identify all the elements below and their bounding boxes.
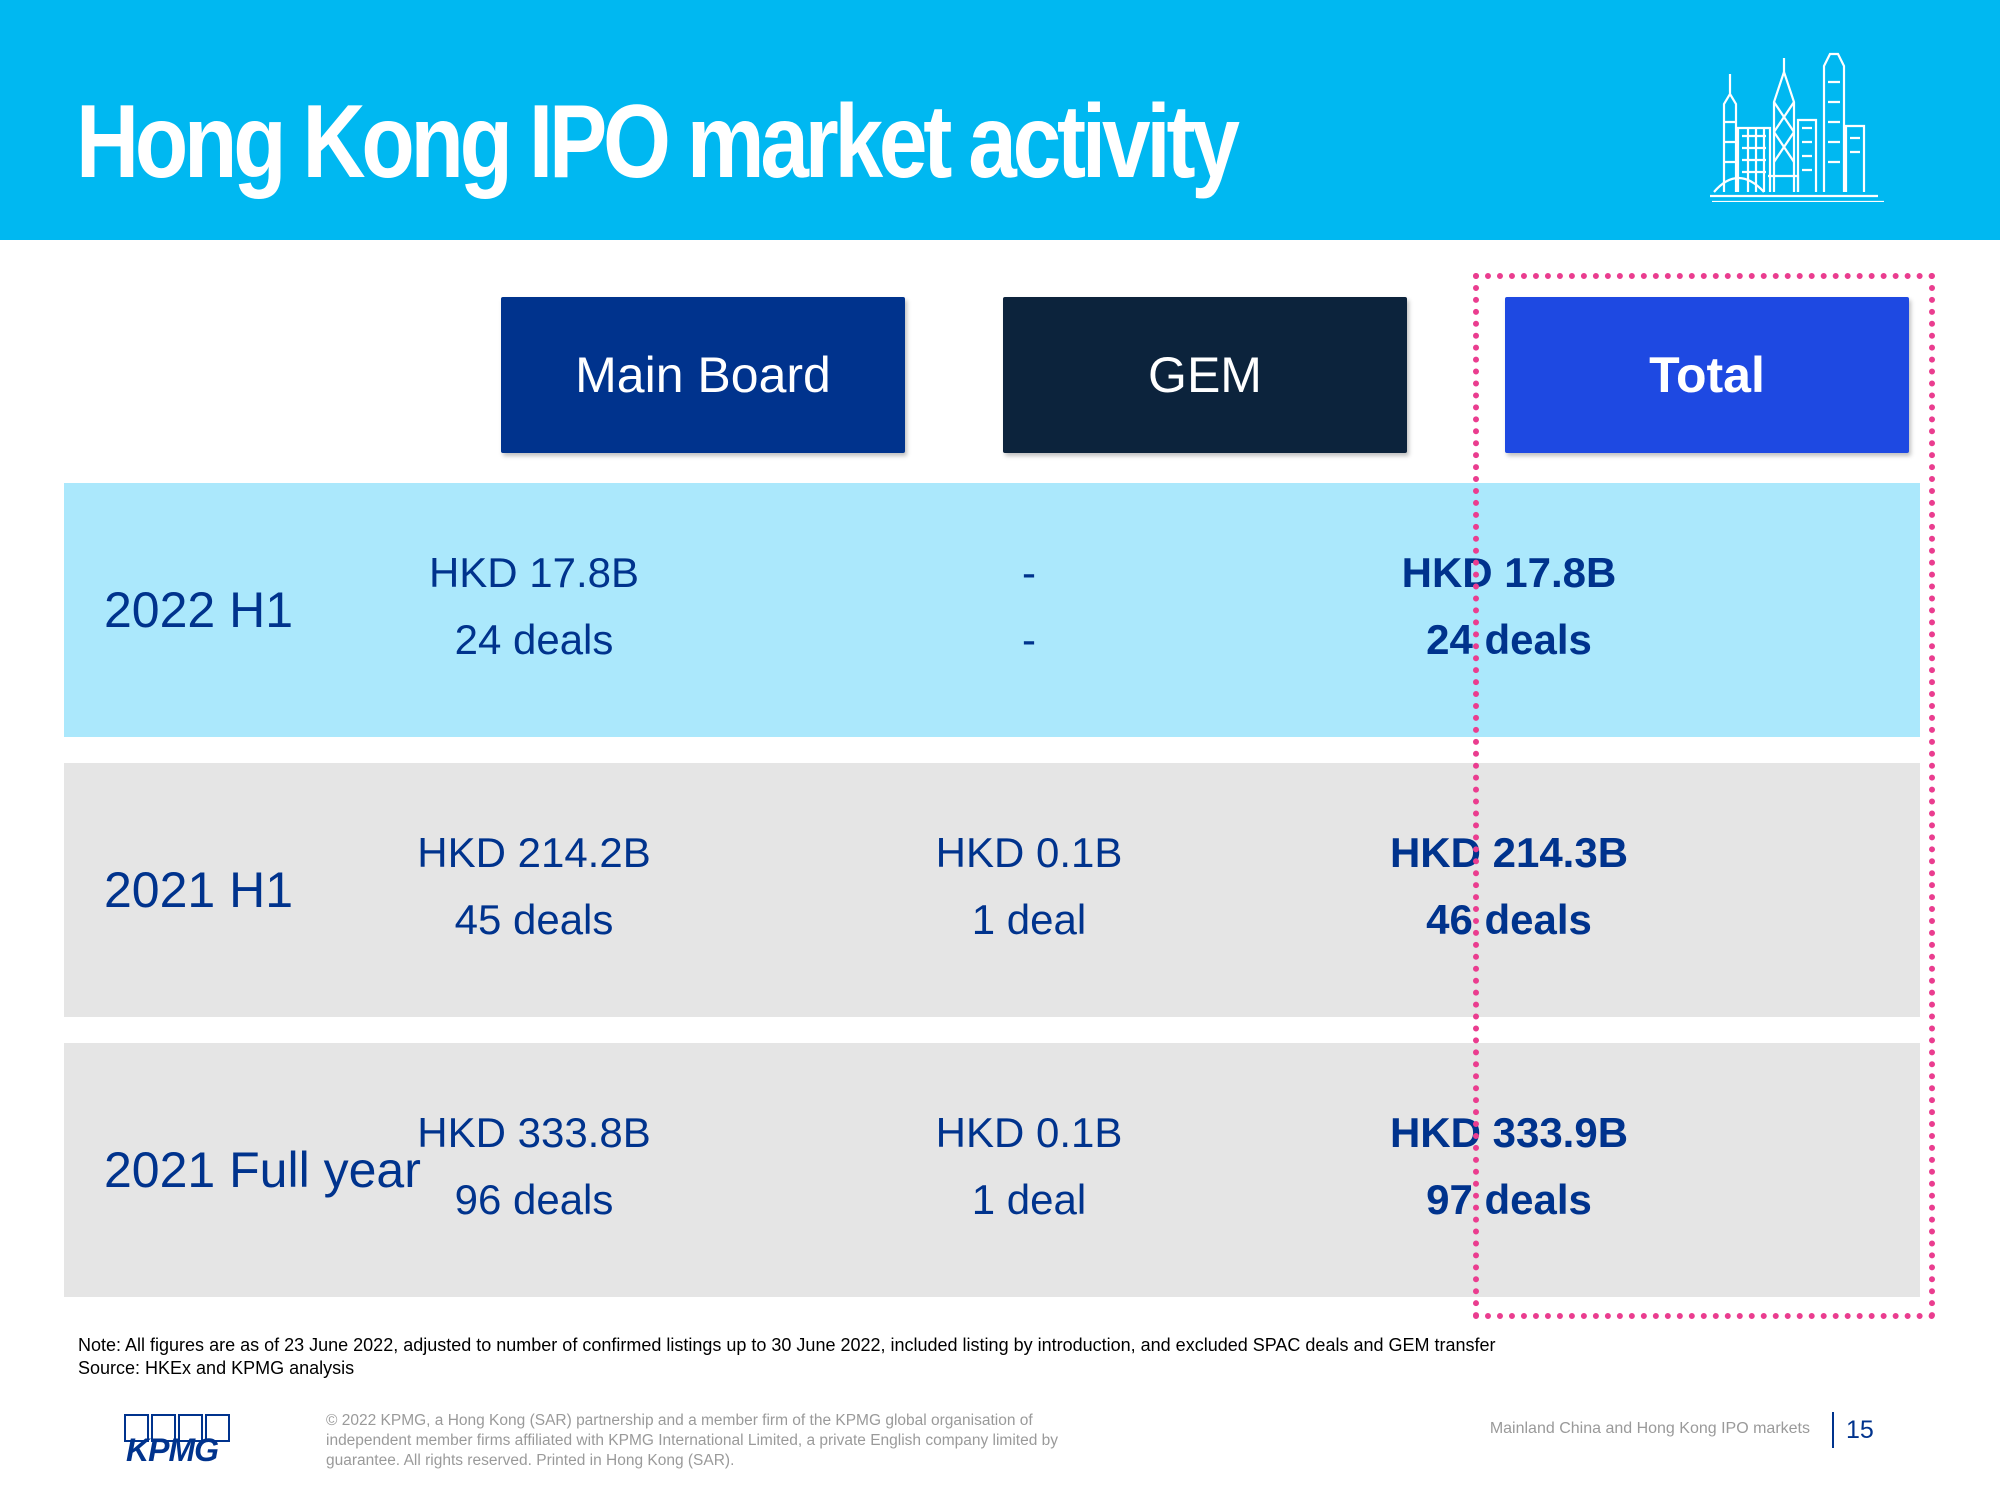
- deals-value: -: [1022, 616, 1036, 663]
- deals-value: 1 deal: [971, 896, 1087, 943]
- main-board-cell: HKD 333.8B 96 deals: [304, 1099, 764, 1233]
- hong-kong-skyline-icon: [1710, 52, 1884, 202]
- amount-value: HKD 17.8B: [428, 549, 640, 596]
- page-number: 15: [1846, 1416, 1874, 1444]
- table-row-2022-h1: 2022 H1 HKD 17.8B 24 deals - - HKD 17.8B…: [64, 483, 1920, 737]
- amount-value: HKD 214.3B: [1389, 829, 1629, 876]
- deals-value: 96 deals: [454, 1176, 614, 1223]
- logo-boxes: [124, 1414, 236, 1442]
- deals-value: 1 deal: [971, 1176, 1087, 1223]
- table-row-2021-full-year: 2021 Full year HKD 333.8B 96 deals HKD 0…: [64, 1043, 1920, 1297]
- amount-value: HKD 0.1B: [935, 829, 1123, 876]
- logo-text: KPMG: [126, 1432, 219, 1468]
- gem-cell: - -: [799, 539, 1259, 673]
- source-text: Source: HKEx and KPMG analysis: [78, 1358, 355, 1378]
- row-label: 2021 H1: [104, 862, 294, 918]
- amount-value: HKD 214.2B: [417, 829, 651, 876]
- total-cell: HKD 333.9B 97 deals: [1279, 1099, 1739, 1233]
- main-board-cell: HKD 214.2B 45 deals: [304, 819, 764, 953]
- deals-value: 24 deals: [1426, 616, 1592, 663]
- deals-value: 97 deals: [1426, 1176, 1592, 1223]
- row-label: 2022 H1: [104, 582, 294, 638]
- amount-value: HKD 333.9B: [1389, 1109, 1629, 1156]
- column-header-gem: GEM: [1003, 297, 1407, 453]
- column-header-total: Total: [1505, 297, 1909, 453]
- deals-value: 45 deals: [454, 896, 614, 943]
- page-title: Hong Kong IPO market activity: [76, 84, 1240, 200]
- document-title: Mainland China and Hong Kong IPO markets: [1489, 1420, 1810, 1437]
- amount-value: HKD 333.8B: [417, 1109, 651, 1156]
- table-row-2021-h1: 2021 H1 HKD 214.2B 45 deals HKD 0.1B 1 d…: [64, 763, 1920, 1017]
- gem-cell: HKD 0.1B 1 deal: [799, 819, 1259, 953]
- total-column-highlight: [1473, 273, 1935, 1319]
- total-cell: HKD 214.3B 46 deals: [1279, 819, 1739, 953]
- row-label: 2021 Full year: [104, 1142, 421, 1198]
- header-banner: Hong Kong IPO market activity: [0, 0, 2000, 240]
- footnote: Note: All figures are as of 23 June 2022…: [78, 1334, 1496, 1380]
- copyright-text: © 2022 KPMG, a Hong Kong (SAR) partnersh…: [326, 1412, 1059, 1469]
- kpmg-logo: KPMG: [124, 1414, 236, 1488]
- column-header-main-board: Main Board: [501, 297, 905, 453]
- deals-value: 24 deals: [454, 616, 614, 663]
- footer-divider: [1832, 1412, 1834, 1448]
- note-text: Note: All figures are as of 23 June 2022…: [78, 1335, 1496, 1355]
- gem-cell: HKD 0.1B 1 deal: [799, 1099, 1259, 1233]
- amount-value: HKD 17.8B: [1401, 549, 1617, 596]
- amount-value: HKD 0.1B: [935, 1109, 1123, 1156]
- amount-value: -: [1022, 549, 1036, 596]
- main-board-cell: HKD 17.8B 24 deals: [304, 539, 764, 673]
- deals-value: 46 deals: [1426, 896, 1592, 943]
- total-cell: HKD 17.8B 24 deals: [1279, 539, 1739, 673]
